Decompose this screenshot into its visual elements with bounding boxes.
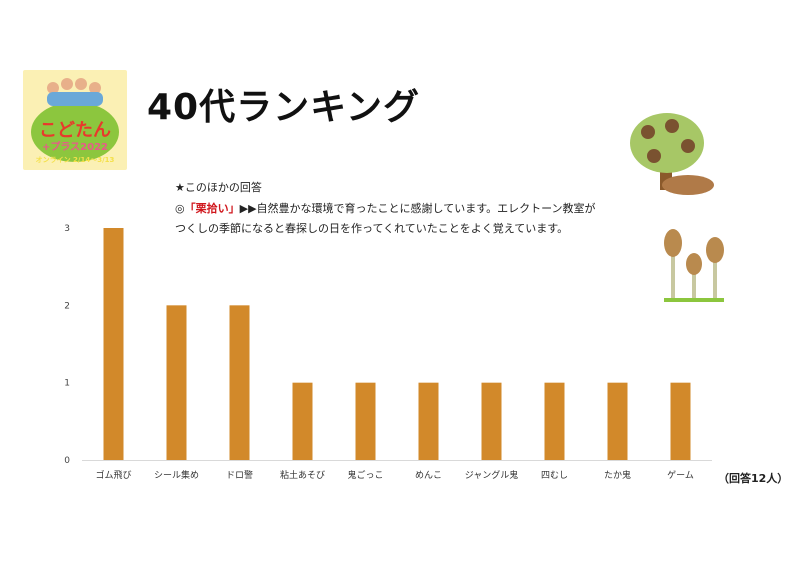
note-line-2: つくしの季節になると春探しの日を作ってくれていたことをよく覚えています。	[175, 222, 569, 235]
bar	[229, 305, 250, 460]
x-tick-label: 四むし	[541, 470, 568, 481]
other-answers-note: ★このほかの回答 ◎「栗拾い」▶▶自然豊かな環境で育ったことに感謝しています。エ…	[175, 178, 596, 240]
x-tick-label: 鬼ごっこ	[347, 469, 383, 481]
event-logo: こどたん +プラス2022 オンライン 2/14〜3/13	[23, 70, 127, 170]
bar	[481, 382, 502, 460]
note-highlight: 「栗拾い」	[184, 201, 240, 215]
note-heading: ★このほかの回答	[175, 181, 262, 194]
note-line-1: ◎「栗拾い」▶▶自然豊かな環境で育ったことに感謝しています。エレクトーン教室が	[175, 199, 596, 220]
logo-illustration: こどたん +プラス2022 オンライン 2/14〜3/13	[31, 78, 119, 164]
logo-text-dates: オンライン 2/14〜3/13	[36, 156, 115, 164]
bar	[103, 228, 124, 460]
y-tick-label: 2	[64, 301, 70, 311]
bar	[292, 382, 313, 460]
bar	[166, 305, 187, 460]
x-tick-label: ゲーム	[667, 469, 694, 481]
x-tick-label: ジャングル鬼	[465, 469, 519, 481]
bar	[355, 382, 376, 460]
y-tick-label: 1	[64, 379, 70, 389]
logo-text-main: こどたん	[39, 120, 111, 141]
x-tick-label: めんこ	[415, 470, 442, 481]
x-tick-label: 粘土あそび	[280, 469, 325, 481]
logo-text-sub: +プラス2022	[42, 140, 108, 153]
bar	[670, 382, 691, 460]
page-title: 40代ランキング	[147, 87, 421, 128]
y-tick-label: 3	[64, 224, 70, 234]
x-tick-label: ドロ警	[226, 469, 253, 481]
x-tick-label: ゴム飛び	[95, 469, 131, 481]
bar	[544, 382, 565, 460]
y-tick-label: 0	[64, 456, 70, 466]
bar	[418, 382, 439, 460]
respondent-count: （回答12人）	[718, 472, 789, 485]
note-line-1-rest: ▶▶自然豊かな環境で育ったことに感謝しています。エレクトーン教室が	[239, 201, 596, 215]
x-tick-label: たか鬼	[604, 469, 631, 481]
bar	[607, 382, 628, 460]
note-prefix: ◎	[175, 201, 185, 215]
x-tick-label: シール集め	[154, 469, 199, 481]
